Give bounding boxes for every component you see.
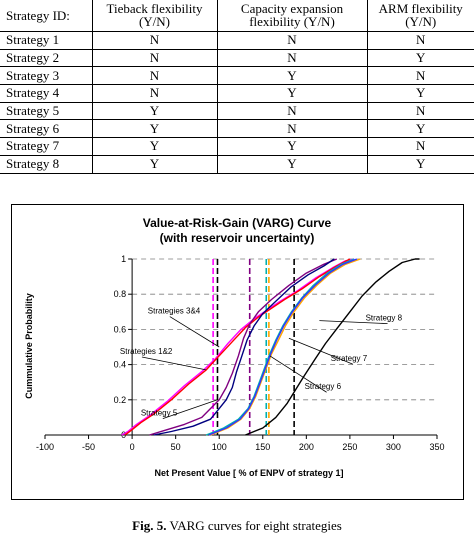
chart-title-line-2: (with reservoir uncertainty)	[160, 231, 315, 245]
cell-arm: Y	[366, 84, 474, 103]
cell-tieback: N	[91, 84, 217, 103]
series-line-7	[208, 258, 358, 436]
series-line-2	[124, 258, 351, 436]
annotation-label: Strategy 5	[141, 409, 178, 418]
caption-text: VARG curves for eight strategies	[166, 518, 342, 533]
plot-area: -100 -50 0 50 100 150 200 250 300 350 0 0.2 0.4 0.6 0.…	[36, 254, 445, 452]
annotation-label: Strategy 7	[331, 354, 368, 363]
series-line-4	[153, 258, 335, 436]
x-tick-label: 250	[342, 442, 357, 452]
cell-tieback: Y	[91, 119, 217, 139]
cell-arm: Y	[366, 119, 474, 139]
cell-arm: N	[366, 102, 474, 121]
annotation-label: Strategy 6	[305, 382, 342, 391]
y-tick-label: 0.8	[114, 289, 127, 299]
cell-capacity: Y	[216, 155, 367, 174]
cell-strategy: Strategy 6	[0, 119, 92, 139]
series-line-5	[210, 258, 361, 436]
x-tick-label: 0	[130, 442, 135, 452]
varg-chart-svg: Value-at-Risk-Gain (VARG) Curve (with re…	[24, 216, 445, 478]
cell-arm: N	[366, 66, 474, 86]
cell-capacity: Y	[216, 84, 367, 103]
series-line-1	[121, 258, 355, 436]
cell-capacity: Y	[216, 137, 367, 156]
cell-strategy: Strategy 8	[0, 155, 92, 174]
x-tick-label: 200	[299, 442, 314, 452]
annotation-label: Strategies 1&2	[120, 347, 173, 356]
cell-capacity: N	[216, 119, 367, 139]
cell-strategy: Strategy 4	[0, 84, 92, 103]
annotation-label: Strategies 3&4	[148, 307, 201, 316]
series-line-8	[245, 258, 420, 436]
cell-arm: N	[366, 31, 474, 50]
x-tick-label: 100	[212, 442, 227, 452]
y-axis-label: Cummulative Probability	[24, 293, 34, 399]
table-header-row: Strategy ID: Tieback flexibility (Y/N) C…	[0, 0, 474, 32]
x-tick-label: -50	[82, 442, 95, 452]
cell-tieback: Y	[91, 155, 217, 174]
cell-tieback: Y	[91, 102, 217, 121]
cell-tieback: Y	[91, 137, 217, 156]
varg-chart: Value-at-Risk-Gain (VARG) Curve (with re…	[11, 204, 464, 500]
header-tieback: Tieback flexibility (Y/N)	[91, 0, 217, 32]
cell-arm: N	[366, 137, 474, 156]
annotation-leader	[319, 320, 388, 324]
x-tick-label: -100	[36, 442, 54, 452]
annotation-leader	[169, 316, 220, 348]
y-tick-label: 0.2	[114, 395, 127, 405]
cell-strategy: Strategy 3	[0, 66, 92, 86]
cell-arm: Y	[366, 49, 474, 68]
cell-strategy: Strategy 2	[0, 49, 92, 68]
cell-tieback: N	[91, 66, 217, 86]
annotation-leader	[269, 355, 327, 393]
caption-label: Fig. 5.	[132, 518, 167, 533]
x-tick-label: 300	[386, 442, 401, 452]
series-line-6	[205, 258, 355, 436]
chart-title-line-1: Value-at-Risk-Gain (VARG) Curve	[143, 216, 332, 230]
cell-capacity: Y	[216, 66, 367, 86]
cell-strategy: Strategy 7	[0, 137, 92, 156]
y-tick-label: 0.6	[114, 324, 127, 334]
cell-strategy: Strategy 5	[0, 102, 92, 121]
header-strategy-id: Strategy ID:	[0, 0, 92, 32]
cell-capacity: N	[216, 49, 367, 68]
annotation-leader	[141, 356, 207, 371]
x-tick-label: 150	[255, 442, 270, 452]
figure-caption: Fig. 5. VARG curves for eight strategies	[0, 518, 474, 534]
header-arm: ARM flexibility (Y/N)	[366, 0, 474, 32]
x-axis-label: Net Present Value [ % of ENPV of strateg…	[154, 468, 343, 478]
cell-capacity: N	[216, 102, 367, 121]
x-tick-label: 50	[171, 442, 181, 452]
cell-strategy: Strategy 1	[0, 31, 92, 50]
series-line-3	[149, 258, 338, 436]
cell-tieback: N	[91, 31, 217, 50]
annotation-leader	[162, 399, 218, 420]
y-tick-label: 0.4	[114, 360, 127, 370]
annotation-leader	[288, 337, 353, 365]
header-capacity: Capacity expansion flexibility (Y/N)	[216, 0, 367, 32]
x-tick-label: 350	[429, 442, 444, 452]
y-tick-label: 0	[121, 430, 126, 440]
y-tick-label: 1	[121, 254, 126, 264]
annotation-label: Strategy 8	[366, 314, 403, 323]
strategy-table: Strategy ID: Tieback flexibility (Y/N) C…	[0, 0, 474, 174]
cell-capacity: N	[216, 31, 367, 50]
cell-tieback: N	[91, 49, 217, 68]
cell-arm: Y	[366, 155, 474, 174]
